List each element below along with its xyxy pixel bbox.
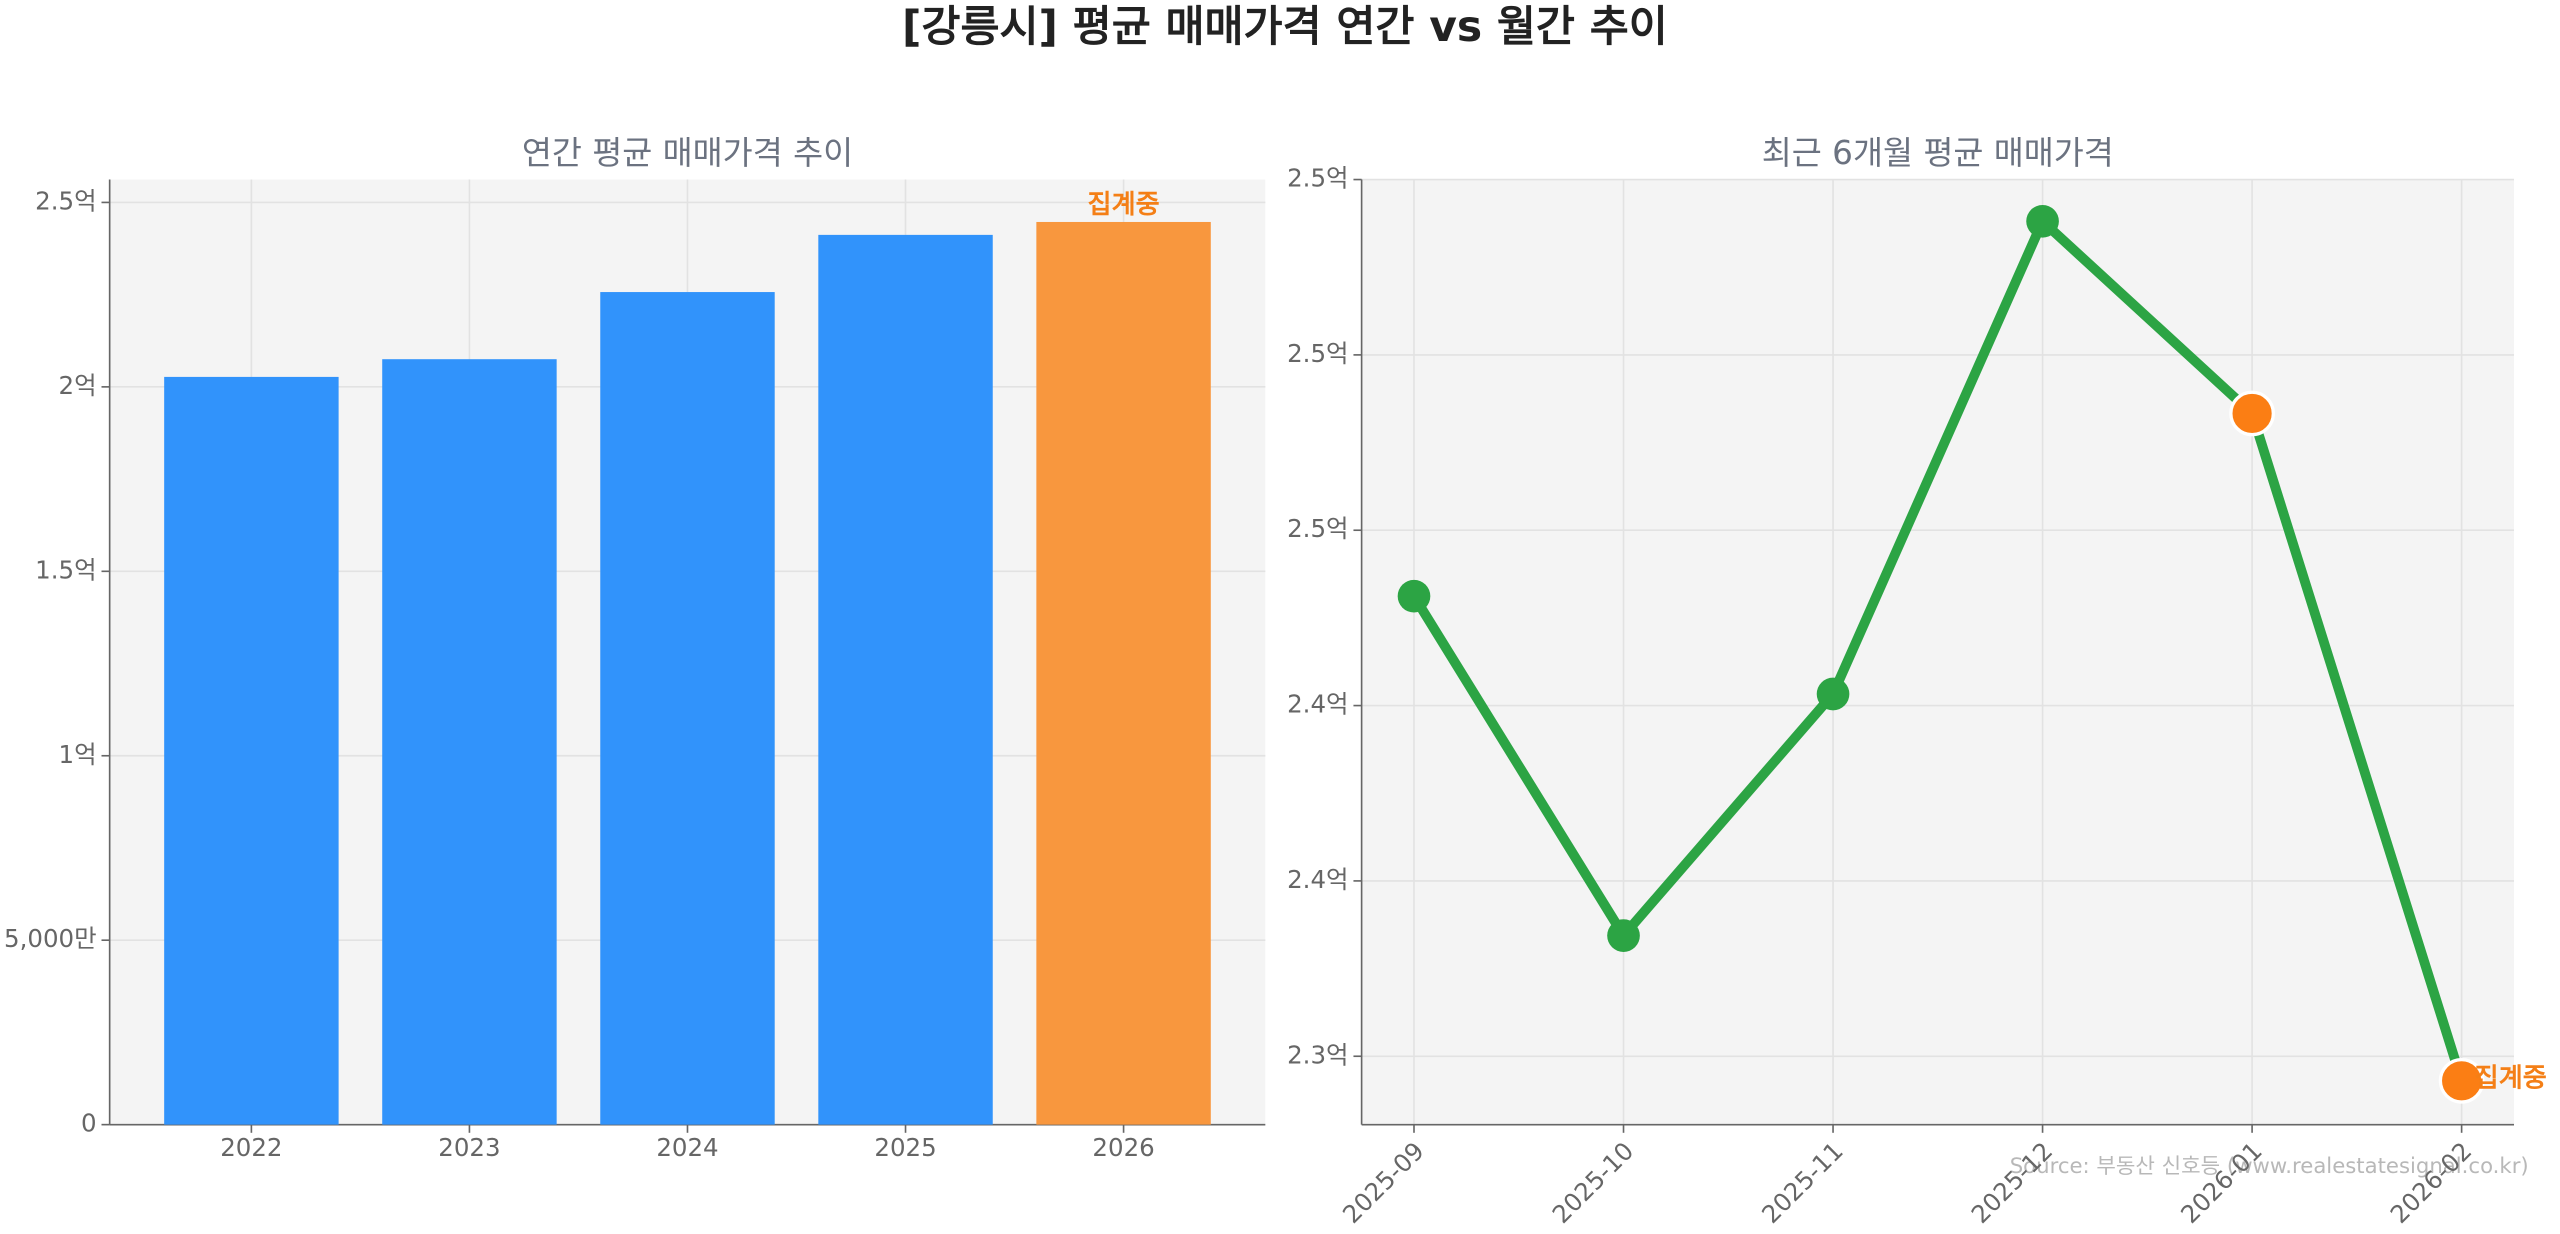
x-tick-label: 2025-09 — [1337, 1136, 1430, 1229]
y-tick-label: 2.3억 — [1287, 1040, 1348, 1069]
y-tick-label: 2.5억 — [1287, 514, 1348, 543]
y-tick-label: 2.5억 — [35, 186, 96, 215]
main-title: [강릉시] 평균 매매가격 연간 vs 월간 추이 — [902, 3, 1668, 52]
marker — [1397, 579, 1431, 613]
plot-area — [1361, 179, 2514, 1125]
chart-title: 연간 평균 매매가격 추이 — [522, 134, 853, 172]
marker — [1607, 919, 1640, 952]
x-tick-label: 2025-12 — [1965, 1136, 2058, 1229]
y-tick-label: 2.4억 — [1287, 865, 1348, 894]
marker — [2026, 204, 2059, 238]
y-tick-label: 5,000만 — [4, 924, 97, 953]
x-tick-label: 2026 — [1092, 1133, 1154, 1162]
y-tick-label: 1억 — [59, 740, 97, 769]
y-tick-label: 0 — [81, 1109, 97, 1138]
bar — [818, 234, 993, 1125]
marker — [2229, 390, 2275, 437]
bar — [164, 376, 339, 1125]
x-tick-label: 2025 — [874, 1133, 936, 1162]
marker — [2438, 1057, 2485, 1104]
bar — [1036, 221, 1211, 1125]
marker — [1816, 677, 1850, 711]
line — [1409, 216, 2467, 1083]
x-tick-label: 2025-10 — [1546, 1136, 1639, 1229]
x-tick-label: 2026-01 — [2175, 1136, 2268, 1229]
annotation: 집계중 — [1088, 190, 1160, 220]
source: Source: 부동산 신호등 (www.realestatesignal.co… — [2010, 1154, 2529, 1179]
x-tick-label: 2024 — [656, 1133, 718, 1162]
y-tick-label: 2.5억 — [1287, 164, 1348, 193]
x-tick-label: 2023 — [438, 1133, 500, 1162]
y-tick-label: 2억 — [59, 371, 97, 400]
x-tick-label: 2022 — [220, 1133, 282, 1162]
x-tick-label: 2025-11 — [1756, 1136, 1849, 1229]
chart-title: 최근 6개월 평균 매매가격 — [1762, 134, 2114, 172]
bar — [600, 292, 775, 1125]
annotation: 집계중 — [2475, 1064, 2547, 1094]
y-tick-label: 1.5억 — [35, 555, 96, 584]
x-tick-label: 2026-02 — [2385, 1136, 2478, 1229]
bar — [382, 359, 557, 1125]
y-tick-label: 2.4억 — [1287, 690, 1348, 719]
y-tick-label: 2.5억 — [1287, 339, 1348, 368]
